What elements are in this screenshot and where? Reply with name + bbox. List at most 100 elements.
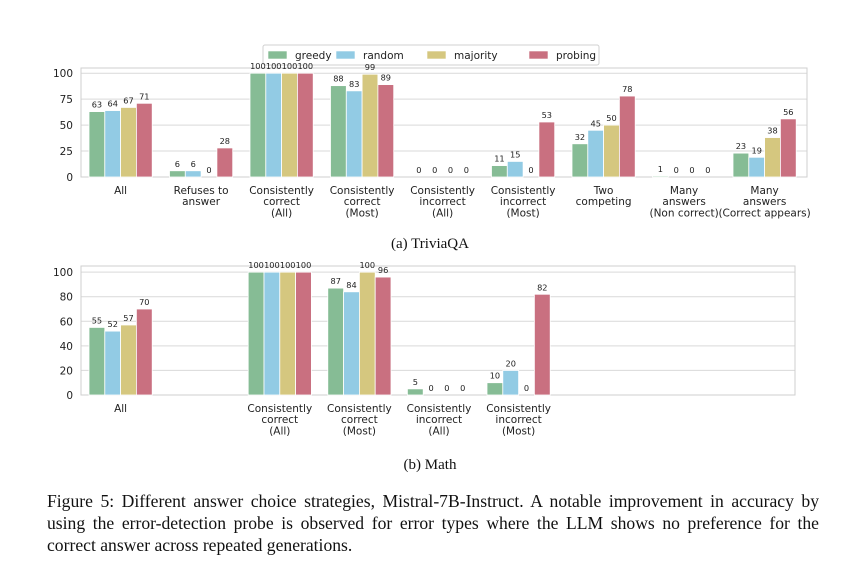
data-label-majority: 100 (282, 61, 298, 71)
y-tick-label: 25 (60, 146, 73, 158)
data-label-greedy: 63 (92, 100, 102, 110)
data-label-majority: 0 (206, 165, 211, 175)
bar-majority (361, 73, 379, 178)
data-label-majority: 0 (444, 383, 449, 393)
data-label-probing: 78 (622, 84, 632, 94)
x-tick-label: Consistently correct (Most) (330, 185, 395, 219)
bar-greedy (652, 175, 669, 178)
data-label-majority: 0 (689, 165, 694, 175)
data-label-probing: 96 (378, 265, 388, 275)
bar-greedy (406, 388, 424, 396)
data-label-majority: 0 (524, 383, 529, 393)
data-label-greedy: 5 (413, 377, 418, 387)
data-label-majority: 100 (280, 260, 296, 270)
bar-probing (377, 84, 395, 178)
y-tick-label: 40 (60, 341, 73, 353)
bar-probing (135, 102, 153, 178)
data-label-random: 0 (674, 165, 679, 175)
x-tick-label: Refuses to answer (174, 185, 229, 208)
y-tick-label: 75 (60, 94, 73, 106)
data-label-majority: 50 (606, 113, 616, 123)
data-label-probing: 89 (381, 73, 391, 83)
bar-greedy (88, 327, 106, 396)
data-label-random: 0 (432, 165, 437, 175)
data-label-greedy: 6 (175, 159, 180, 169)
y-tick-label: 50 (60, 120, 73, 132)
data-label-random: 15 (510, 149, 520, 159)
data-label-greedy: 23 (736, 141, 746, 151)
bar-probing (538, 121, 556, 178)
data-label-probing: 100 (296, 260, 312, 270)
legend-label-greedy: greedy (295, 50, 332, 62)
bar-majority (358, 271, 376, 396)
data-label-greedy: 87 (330, 276, 340, 286)
data-label-random: 100 (266, 61, 282, 71)
legend-swatch-majority (426, 50, 447, 60)
data-label-greedy: 88 (333, 74, 343, 84)
legend-swatch-greedy (267, 50, 288, 60)
data-label-majority: 38 (767, 126, 777, 136)
data-label-random: 45 (590, 118, 600, 128)
bar-probing (295, 271, 312, 396)
data-label-greedy: 100 (248, 260, 264, 270)
x-tick-label: All (114, 403, 127, 415)
x-tick-label: Consistently incorrect (All) (407, 403, 472, 437)
data-label-greedy: 0 (416, 165, 421, 175)
data-label-probing: 28 (220, 136, 230, 146)
bar-greedy (247, 271, 265, 396)
legend: greedy random majority probing (262, 44, 600, 66)
bar-majority (120, 107, 137, 178)
chart-title: (a) TriviaQA (391, 236, 469, 252)
data-label-probing: 56 (783, 107, 793, 117)
x-tick-label: Consistently correct (Most) (327, 403, 392, 437)
data-label-probing: 0 (460, 383, 465, 393)
bar-greedy (732, 152, 750, 178)
data-label-random: 6 (191, 159, 196, 169)
x-tick-label: Consistently incorrect (Most) (486, 403, 551, 437)
bar-random (104, 110, 122, 178)
figure-caption: Figure 5: Different answer choice strate… (47, 491, 819, 555)
legend-label-random: random (363, 50, 404, 62)
bar-random (587, 129, 604, 178)
data-label-greedy: 100 (250, 61, 266, 71)
chart-title: (b) Math (404, 457, 457, 473)
data-label-random: 0 (428, 383, 433, 393)
bar-majority (120, 324, 137, 396)
data-label-random: 100 (264, 260, 280, 270)
bar-majority (281, 72, 298, 178)
bar-random (506, 161, 524, 178)
legend-swatch-probing (528, 50, 549, 60)
data-label-probing: 0 (464, 165, 469, 175)
data-label-majority: 0 (528, 165, 533, 175)
y-tick-label: 0 (66, 390, 73, 402)
bar-greedy (169, 170, 186, 178)
data-label-probing: 0 (705, 165, 710, 175)
data-label-greedy: 11 (494, 154, 504, 164)
data-label-random: 84 (346, 280, 356, 290)
data-label-majority: 57 (123, 313, 133, 323)
data-label-probing: 82 (537, 282, 547, 292)
bar-probing (135, 308, 153, 396)
x-tick-label: Many answers (Non correct) (649, 185, 718, 219)
legend-swatch-random (335, 50, 356, 60)
data-label-greedy: 10 (490, 371, 500, 381)
bar-greedy (486, 382, 504, 396)
bar-random (345, 90, 363, 178)
x-tick-label: Consistently incorrect (Most) (491, 185, 556, 219)
bar-greedy (88, 111, 106, 178)
data-label-random: 20 (505, 358, 515, 368)
bar-greedy (327, 287, 344, 396)
data-label-greedy: 55 (92, 315, 102, 325)
bar-majority (603, 124, 620, 178)
data-label-majority: 99 (365, 62, 375, 72)
bar-probing (534, 293, 551, 396)
legend-label-majority: majority (454, 50, 498, 62)
data-label-random: 52 (107, 319, 117, 329)
x-tick-label: Consistently incorrect (All) (410, 185, 475, 219)
y-tick-label: 100 (53, 68, 73, 80)
plot-frame (80, 265, 796, 396)
bar-greedy (249, 72, 267, 178)
y-tick-label: 20 (60, 365, 73, 377)
